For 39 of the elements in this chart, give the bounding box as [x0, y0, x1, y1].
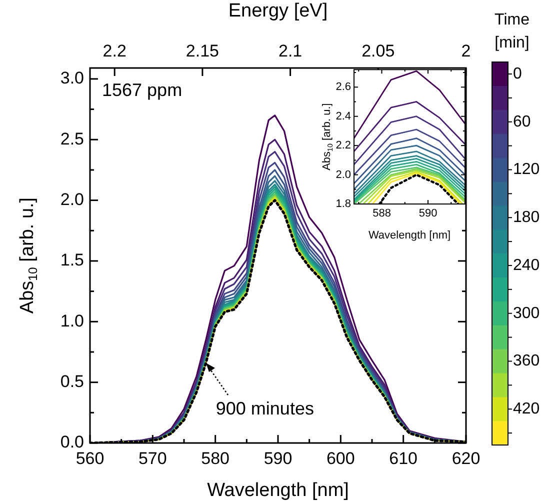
x2-tick-label: 2.1 — [278, 41, 302, 60]
color-bar-label: 240 — [513, 256, 540, 274]
x2-tick-label: 2 — [461, 41, 471, 60]
y-tick-label: 1.8 — [336, 198, 351, 210]
x-tick-label: 590 — [264, 448, 292, 468]
x-tick-label: 570 — [138, 448, 167, 468]
color-bar-title: Time [min] — [494, 11, 530, 52]
x-tick-label: 600 — [326, 448, 355, 468]
color-bar-label: 180 — [513, 209, 540, 226]
y-tick-label: 1.0 — [60, 311, 84, 330]
annotation: 900 minutes — [216, 398, 314, 420]
color-bar-label: 360 — [513, 352, 540, 370]
x-axis-title: Wavelength [nm] — [207, 480, 349, 501]
y-tick-label: 2.0 — [60, 190, 84, 209]
color-bar-label: 0 — [513, 65, 522, 82]
x-tick-label: 590 — [418, 208, 438, 220]
x2-tick-label: 2.2 — [102, 41, 126, 60]
color-bar-label: 420 — [513, 400, 540, 418]
x2-tick-label: 2.05 — [362, 41, 395, 60]
annotation: 1567 ppm — [102, 80, 182, 100]
color-bar-label: 120 — [513, 161, 540, 178]
x-tick-label: 588 — [372, 208, 391, 220]
color-bar-label: 60 — [513, 113, 531, 130]
y-tick-label: 2.4 — [336, 110, 351, 122]
x-axis-title: Wavelength [nm] — [368, 229, 451, 242]
x-tick-label: 580 — [201, 448, 230, 468]
y-tick-label: 3.0 — [60, 68, 84, 88]
y-tick-label: 2.2 — [336, 140, 351, 152]
y-tick-label: 2.5 — [60, 129, 84, 148]
y-axis-title: Abs10 [arb. u.] — [17, 197, 40, 314]
x-tick-label: 620 — [452, 448, 480, 468]
y-tick-label: 0.5 — [60, 372, 84, 392]
y-tick-label: 1.5 — [60, 250, 84, 270]
x-tick-label: 610 — [389, 448, 418, 468]
color-bar-label: 300 — [513, 304, 540, 322]
y-tick-label: 2.0 — [336, 168, 351, 181]
x2-tick-label: 2.15 — [186, 41, 219, 60]
x2-axis-title: Energy [eV] — [228, 0, 328, 22]
y-tick-label: 2.6 — [336, 81, 351, 94]
